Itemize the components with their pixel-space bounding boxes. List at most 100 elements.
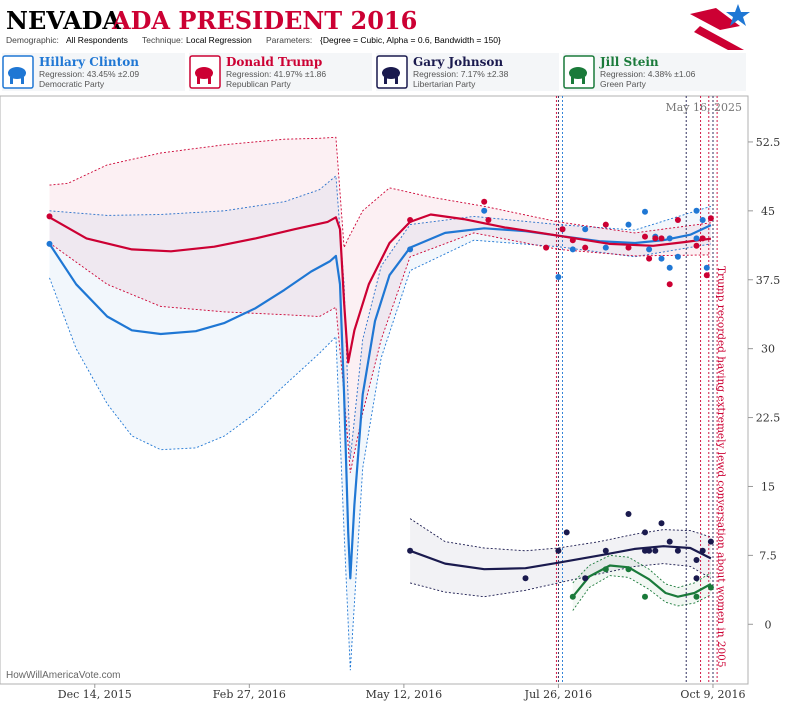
hillary-clinton-poll-point [699, 217, 706, 223]
meta-demographic-value: All Respondents [66, 35, 128, 45]
gary-johnson-poll-point [407, 547, 414, 554]
hillary-clinton-poll-point [569, 246, 576, 253]
gary-johnson-poll-point [625, 511, 632, 517]
gary-johnson-lower-bound [409, 563, 712, 598]
jill-stein-lower-bound [572, 575, 712, 611]
confidence-bands [49, 136, 712, 671]
legend-regression: Regression: 43.45% ±2.09 [39, 69, 139, 79]
legend-regression: Regression: 7.17% ±2.38 [413, 69, 509, 79]
jill-stein-poll-point [625, 566, 632, 573]
legend-regression: Regression: 4.38% ±1.06 [600, 69, 696, 79]
donald-trump-poll-point [602, 221, 609, 228]
meta-technique-value: Local Regression [186, 35, 252, 45]
hillary-clinton-poll-point [625, 221, 632, 228]
gary-johnson-poll-point [582, 575, 589, 582]
legend-party: Democratic Party [39, 79, 105, 89]
y-tick-label: 45 [761, 205, 775, 218]
hillary-clinton-poll-point [582, 226, 589, 233]
donald-trump-poll-point [559, 226, 566, 233]
hillary-clinton-poll-point [666, 235, 673, 242]
x-tick-label: Jul 26, 2016 [524, 688, 593, 701]
y-tick-label: 22.5 [756, 412, 781, 425]
x-axis-ticks: Dec 14, 2015 Feb 27, 2016 May 12, 2016 Jul … [58, 684, 746, 701]
donald-trump-lower-bound [49, 232, 711, 473]
gary-johnson-poll-point [642, 547, 648, 554]
gary-johnson-poll-point [642, 529, 648, 536]
donald-trump-poll-point [652, 235, 659, 242]
hillary-clinton-poll-point [693, 207, 700, 214]
legend-name: Hillary Clinton [39, 55, 139, 69]
jill-stein-upper-bound [572, 554, 712, 588]
legend-party: Libertarian Party [413, 79, 476, 89]
gary-johnson-poll-point [646, 547, 653, 554]
legend-name: Gary Johnson [413, 55, 503, 69]
jill-stein-poll-point [602, 566, 609, 573]
gary-johnson-poll-point [555, 547, 562, 554]
x-tick-label: May 12, 2016 [366, 688, 443, 701]
statue-of-liberty-icon [376, 55, 408, 89]
donald-trump-poll-point [666, 281, 673, 288]
jill-stein-poll-point [569, 593, 576, 600]
hillary-clinton-poll-point [407, 246, 414, 253]
legend-regression: Regression: 41.97% ±1.86 [226, 69, 326, 79]
title-state: NEVADA [6, 6, 121, 35]
donald-trump-poll-point [658, 235, 665, 242]
gary-johnson-poll-point [666, 538, 673, 545]
donald-trump-poll-point [707, 215, 714, 222]
hillary-clinton-poll-point [693, 235, 700, 242]
x-tick-label: Dec 14, 2015 [58, 688, 132, 701]
gary-johnson-regression-line [409, 545, 712, 571]
hillary-clinton-poll-point [602, 244, 609, 251]
donald-trump-poll-point [625, 244, 632, 251]
y-tick-label: 0 [765, 618, 772, 631]
donald-trump-poll-point [693, 242, 700, 249]
legend-name: Donald Trump [226, 55, 322, 69]
y-tick-label: 15 [761, 480, 775, 493]
regression-lines [48, 213, 712, 598]
gary-johnson-poll-point [522, 575, 529, 582]
hillary-clinton-band-fill [49, 175, 711, 671]
y-tick-label: 7.5 [759, 549, 777, 562]
hillary-clinton-poll-point [658, 255, 665, 262]
poll-points [46, 198, 714, 600]
jill-stein-poll-point [642, 593, 648, 600]
hillary-clinton-poll-point [481, 207, 488, 214]
meta-parameters-value: {Degree = Cubic, Alpha = 0.6, Bandwidth … [320, 35, 501, 45]
x-tick-label: Oct 9, 2016 [680, 688, 745, 701]
donald-trump-poll-point [543, 244, 550, 251]
donald-trump-poll-point [703, 272, 710, 279]
legend-party: Republican Party [226, 79, 291, 89]
hillary-clinton-poll-point [703, 264, 710, 271]
donald-trump-poll-point [642, 233, 648, 240]
y-tick-label: 30 [761, 343, 775, 356]
hillary-clinton-poll-point [666, 264, 673, 271]
gary-johnson-poll-point [563, 529, 570, 536]
meta-technique-label: Technique: [142, 35, 183, 45]
donald-trump-poll-point [674, 217, 681, 223]
legend-name: Jill Stein [599, 55, 659, 69]
site-logo-icon [690, 4, 750, 50]
gary-johnson-poll-point [693, 575, 700, 582]
hillary-clinton-poll-point [46, 240, 53, 247]
plot-frame [0, 95, 749, 685]
y-tick-label: 52.5 [756, 136, 781, 149]
hillary-clinton-lower-bound [49, 239, 711, 671]
jill-stein-poll-point [707, 584, 714, 591]
hillary-clinton-poll-point [642, 208, 648, 215]
gary-johnson-band-fill [410, 518, 711, 597]
header: NEVADA ADA PRESIDENT 2016 Demographic: A… [6, 4, 750, 50]
hillary-clinton-poll-point [674, 253, 681, 260]
gary-johnson-poll-point [602, 547, 609, 554]
donald-trump-regression-line [48, 213, 712, 364]
donald-trump-poll-point [485, 217, 492, 223]
donald-trump-poll-point [481, 198, 488, 205]
watermark: HowWillAmericaVote.com [6, 670, 120, 681]
meta-parameters-label: Parameters: [266, 35, 312, 45]
gary-johnson-poll-point [652, 547, 659, 554]
donald-trump-poll-point [582, 244, 589, 251]
